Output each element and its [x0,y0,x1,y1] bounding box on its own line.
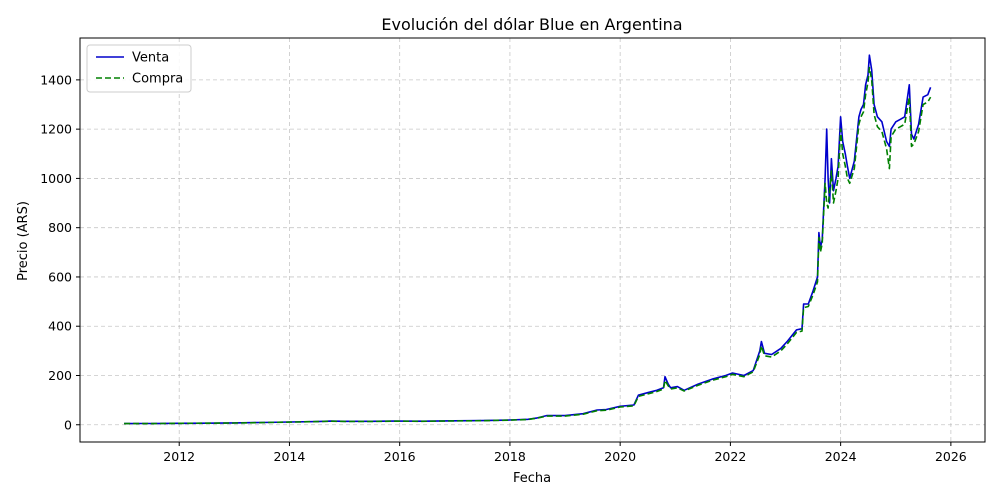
y-tick-label: 0 [64,417,72,432]
legend-label-compra: Compra [132,72,183,87]
y-axis-label: Precio (ARS) [16,201,31,281]
x-axis-label: Fecha [513,471,551,486]
series-line-compra [124,66,932,425]
x-tick-label: 2014 [274,449,306,464]
chart-title: Evolución del dólar Blue en Argentina [381,15,682,34]
axes-frame [79,37,986,443]
legend-label-venta: Venta [132,51,169,66]
x-tick-label: 2022 [714,449,746,464]
x-tick-label: 2026 [935,449,967,464]
x-tick-label: 2018 [494,449,526,464]
y-tick-label: 1200 [40,122,72,137]
plot-area: 2012 2014 2016 2018 2020 2022 2024 2026 0 200 400 6… [40,37,986,464]
x-tick-label: 2012 [163,449,195,464]
x-tick-label: 2016 [384,449,416,464]
y-tick-label: 200 [48,368,72,383]
y-tick-label: 400 [48,319,72,334]
x-tick-label: 2024 [825,449,857,464]
y-tick-label: 1000 [40,171,72,186]
y-tick-label: 1400 [40,72,72,87]
x-tick-label: 2020 [604,449,636,464]
y-tick-label: 800 [48,220,72,235]
y-tick-label: 600 [48,269,72,284]
